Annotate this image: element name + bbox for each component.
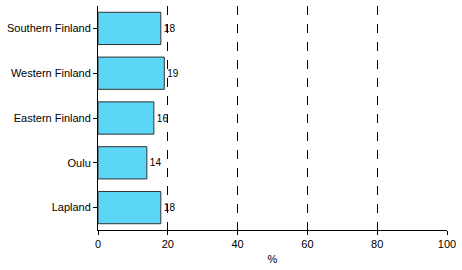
svg-text:100: 100 <box>438 238 456 250</box>
svg-text:Lapland: Lapland <box>52 201 91 213</box>
svg-text:40: 40 <box>231 238 243 250</box>
svg-text:80: 80 <box>371 238 383 250</box>
svg-text:18: 18 <box>164 202 176 213</box>
svg-text:0: 0 <box>95 238 101 250</box>
svg-text:14: 14 <box>150 157 162 168</box>
svg-text:Western Finland: Western Finland <box>11 67 91 79</box>
svg-text:Southern Finland: Southern Finland <box>7 22 91 34</box>
svg-text:19: 19 <box>167 68 179 79</box>
svg-text:Oulu: Oulu <box>68 157 91 169</box>
svg-text:16: 16 <box>157 113 169 124</box>
svg-text:%: % <box>268 253 278 265</box>
svg-text:18: 18 <box>164 23 176 34</box>
svg-text:60: 60 <box>301 238 313 250</box>
svg-text:Eastern Finland: Eastern Finland <box>14 112 91 124</box>
svg-text:20: 20 <box>162 238 174 250</box>
